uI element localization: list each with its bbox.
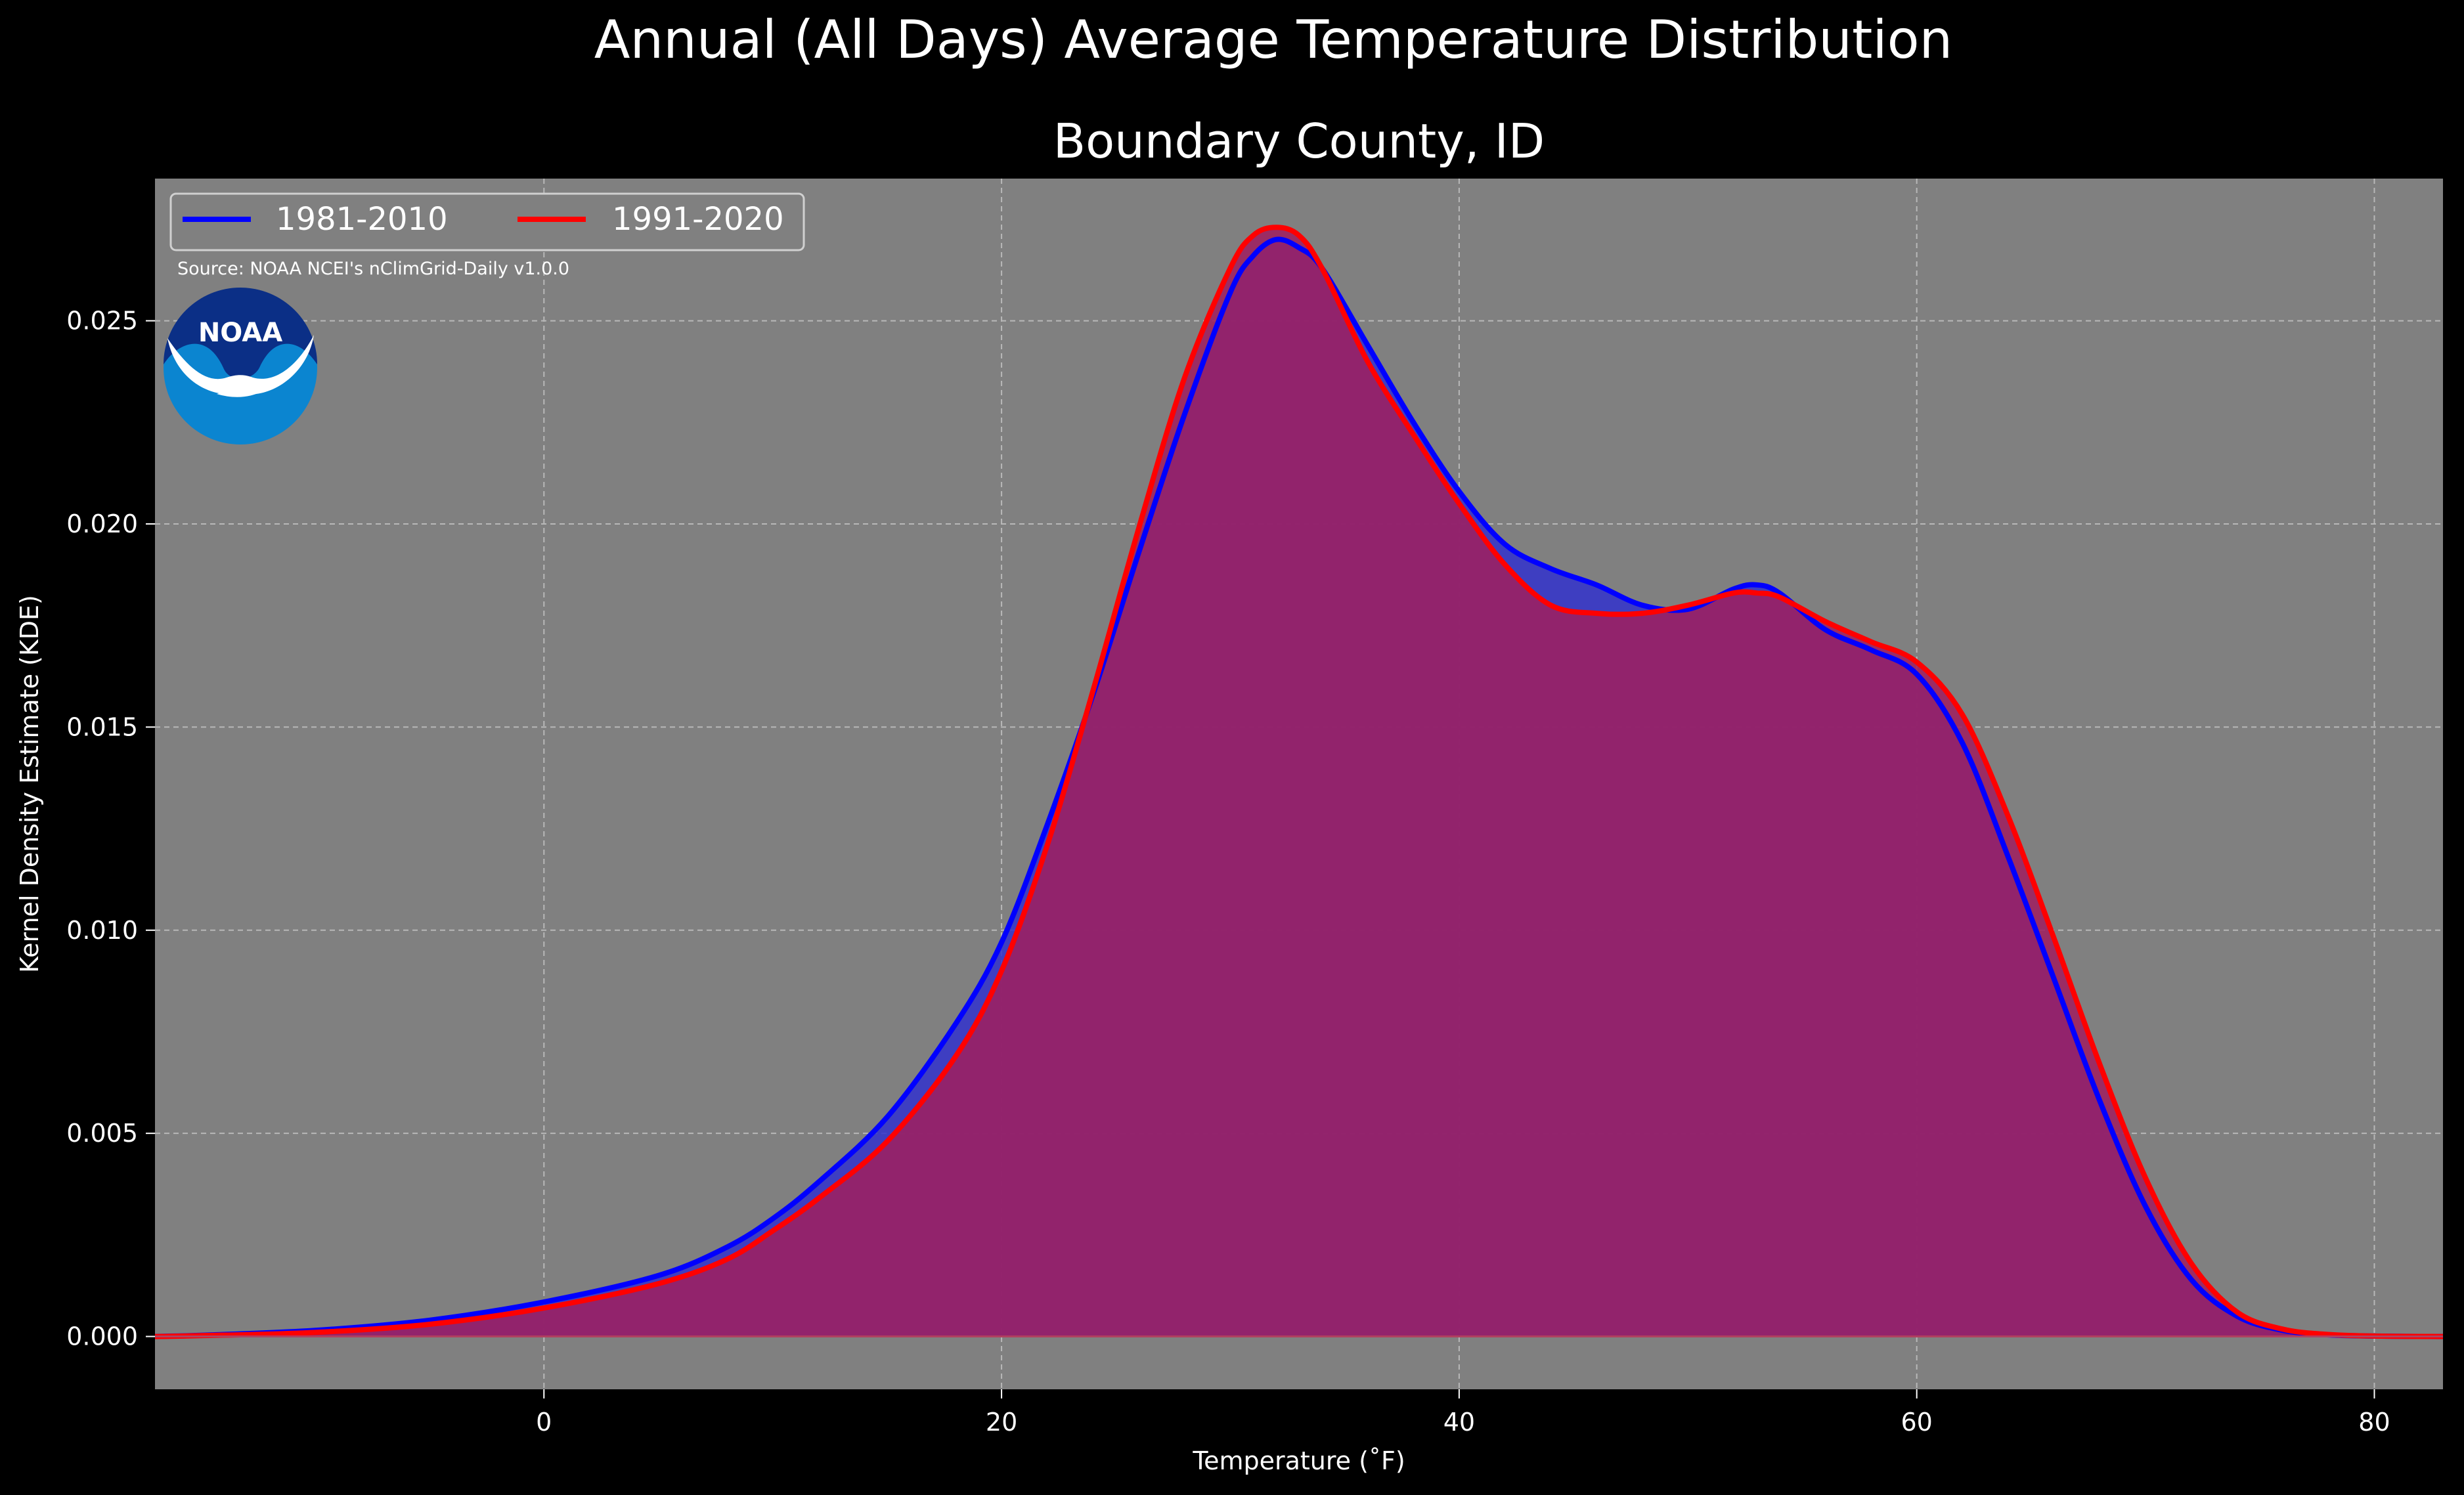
figure-suptitle: Annual (All Days) Average Temperature Di…	[594, 9, 1952, 70]
y-tick-label: 0.005	[66, 1119, 138, 1148]
x-axis-label: Temperature (˚F)	[1192, 1446, 1405, 1475]
y-axis-ticks: 0.000 0.005 0.010 0.015 0.020 0.025	[66, 307, 155, 1351]
kde-line-1991-2020	[155, 225, 2443, 1339]
y-tick-label: 0.020	[66, 509, 138, 538]
y-tick-label: 0.015	[66, 712, 138, 741]
noaa-logo: NOAA	[164, 288, 317, 444]
kde-area-1991-2020	[155, 227, 2443, 1337]
legend-label-1981-2010: 1981-2010	[276, 201, 448, 238]
kde-lines	[155, 225, 2443, 1339]
x-tick-label: 0	[536, 1408, 552, 1437]
kde-line-1981-2010	[155, 236, 2443, 1339]
legend-label-1991-2020: 1991-2020	[612, 201, 784, 238]
y-tick-label: 0.025	[66, 307, 138, 336]
x-tick-label: 40	[1443, 1408, 1475, 1437]
noaa-logo-text: NOAA	[198, 318, 282, 348]
kde-areas	[155, 227, 2443, 1337]
x-tick-label: 20	[986, 1408, 1017, 1437]
x-tick-label: 60	[1901, 1408, 1933, 1437]
legend: 1981-2010 1991-2020	[169, 192, 805, 251]
source-note: Source: NOAA NCEI's nClimGrid-Daily v1.0…	[177, 259, 569, 279]
x-tick-label: 80	[2358, 1408, 2390, 1437]
x-axis-ticks: 0 20 40 60 80	[536, 1389, 2390, 1437]
y-tick-label: 0.000	[66, 1322, 138, 1351]
y-tick-label: 0.010	[66, 916, 138, 945]
y-axis-label: Kernel Density Estimate (KDE)	[15, 595, 44, 973]
chart-title: Boundary County, ID	[1053, 114, 1545, 169]
